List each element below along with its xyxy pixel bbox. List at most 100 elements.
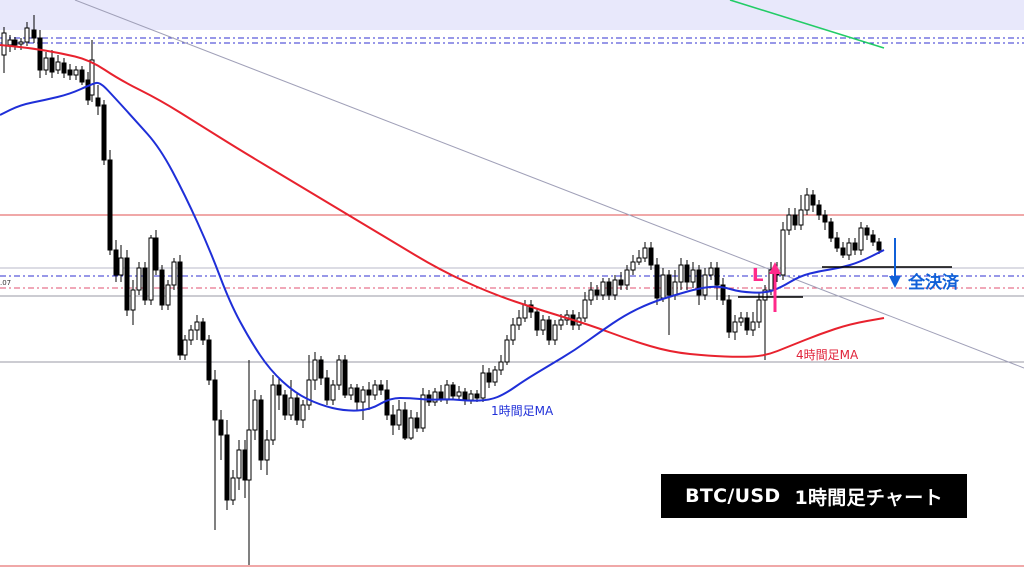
- candle: [136, 262, 142, 295]
- candle: [726, 295, 732, 338]
- candle-body: [636, 257, 642, 263]
- candle: [61, 58, 67, 78]
- candle-body: [432, 391, 438, 403]
- candle: [188, 325, 194, 345]
- candle: [288, 380, 294, 420]
- candle: [858, 222, 864, 255]
- candle-body: [504, 339, 510, 363]
- candle-body: [118, 257, 124, 276]
- candle: [276, 378, 282, 410]
- candle-body: [708, 267, 714, 276]
- candle: [312, 352, 318, 390]
- candle-body: [792, 214, 798, 226]
- candle: [588, 282, 594, 305]
- candle-body: [660, 274, 666, 299]
- ma-4h-label: 4時間足MA: [796, 348, 859, 362]
- candle-body: [852, 242, 858, 251]
- candle: [480, 365, 486, 402]
- candle-body: [846, 242, 852, 256]
- candle: [756, 292, 762, 328]
- candle: [246, 360, 252, 565]
- candle: [486, 368, 492, 388]
- candle: [750, 312, 756, 336]
- candle: [408, 410, 414, 440]
- candle: [798, 195, 804, 230]
- candle-body: [510, 324, 516, 341]
- candle-body: [18, 41, 24, 45]
- candle-body: [864, 227, 870, 236]
- candle-body: [582, 299, 588, 319]
- candle-body: [648, 247, 654, 266]
- candle-body: [738, 317, 744, 323]
- candle-body: [744, 317, 750, 331]
- candle-body: [55, 61, 61, 71]
- green-line: [729, 0, 885, 49]
- candle-body: [165, 284, 171, 306]
- candle: [540, 315, 546, 335]
- candle: [534, 308, 540, 336]
- candle-body: [171, 261, 177, 286]
- candle-body: [870, 234, 876, 243]
- candle-body: [366, 389, 372, 396]
- ma-4h-line: [0, 44, 885, 358]
- candle-body: [264, 439, 270, 461]
- candle-body: [336, 359, 342, 386]
- candle-body: [546, 319, 552, 341]
- candle-body: [750, 321, 756, 331]
- candle-body: [31, 29, 37, 39]
- candle: [118, 245, 124, 282]
- candle-body: [828, 221, 834, 239]
- candle: [600, 278, 606, 300]
- candle-body: [666, 274, 672, 296]
- candle-body: [67, 69, 73, 76]
- candle-body: [300, 404, 306, 421]
- candle-body: [224, 434, 230, 501]
- candle-body: [558, 319, 564, 326]
- candle-body: [342, 359, 348, 396]
- candle: [780, 222, 786, 280]
- candle: [153, 230, 159, 275]
- candle-body: [1, 32, 7, 56]
- candle-body: [206, 339, 212, 381]
- candle-body: [79, 69, 85, 83]
- price-tick-label: .07: [0, 279, 12, 287]
- candle-body: [242, 449, 248, 481]
- candle: [786, 208, 792, 235]
- candle-body: [834, 237, 840, 249]
- candle: [762, 285, 768, 360]
- exit-label: 全決済: [908, 273, 959, 293]
- candle: [684, 260, 690, 290]
- candle-body: [630, 261, 636, 271]
- candle: [492, 366, 498, 386]
- candle: [504, 335, 510, 365]
- candle-body: [384, 389, 390, 416]
- candle: [148, 235, 154, 305]
- candle-body: [696, 269, 702, 296]
- candle-body: [618, 279, 624, 286]
- candle-body: [330, 384, 336, 401]
- candle: [720, 278, 726, 305]
- candle: [124, 250, 130, 316]
- candle: [606, 278, 612, 300]
- candle: [690, 262, 696, 288]
- candle-body: [822, 214, 828, 223]
- candle-body: [672, 281, 678, 296]
- candle-body: [402, 409, 408, 439]
- candle: [738, 312, 744, 326]
- candle: [528, 300, 534, 318]
- candle-body: [390, 414, 396, 426]
- chart-title-timeframe: 1時間足チャート: [794, 486, 943, 509]
- candle-body: [540, 319, 546, 331]
- candle-body: [136, 267, 142, 291]
- candle-body: [348, 387, 354, 396]
- candle-body: [624, 269, 630, 286]
- candle-body: [858, 227, 864, 251]
- candle-body: [444, 384, 450, 401]
- candle-body: [420, 394, 426, 429]
- candle-body: [276, 384, 282, 396]
- candle: [378, 380, 384, 395]
- ma-1h-label: 1時間足MA: [491, 404, 554, 418]
- entry-arrow-icon: [769, 262, 781, 312]
- candle: [648, 242, 654, 270]
- candle-body: [840, 247, 846, 256]
